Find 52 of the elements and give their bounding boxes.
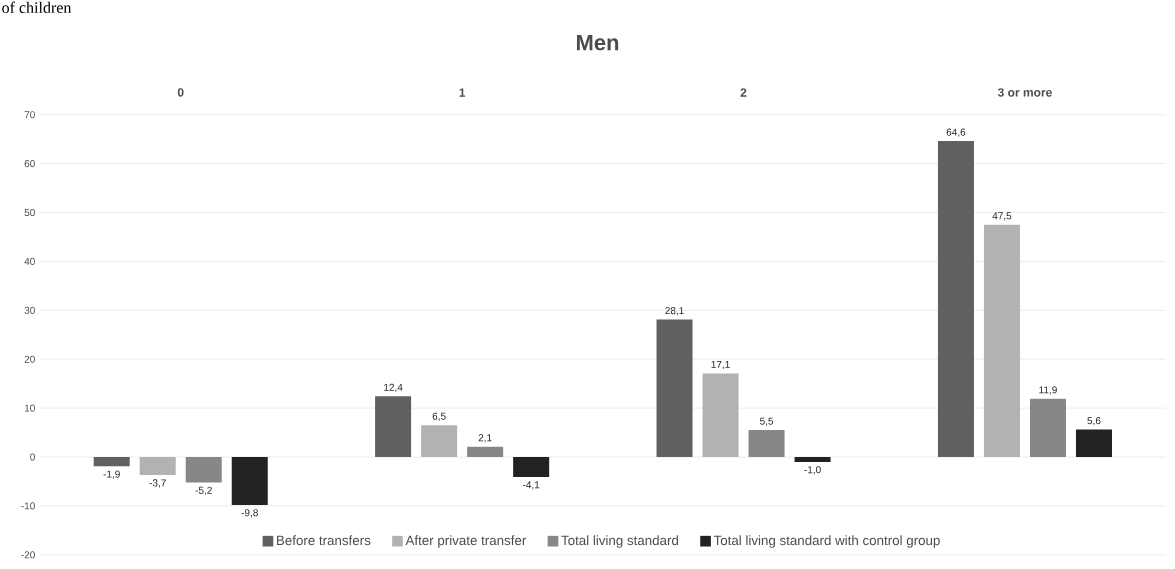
data-label: 5,6 (1087, 416, 1101, 426)
x-tick-label: 0 (177, 87, 184, 97)
x-tick-label: 2 (740, 88, 747, 97)
bar (185, 456, 222, 483)
data-label: 6,5 (432, 412, 446, 421)
text: of children (2, 1, 72, 13)
data-label: 12,4 (384, 383, 403, 392)
data-label: -9,8 (241, 508, 258, 518)
bar (702, 373, 739, 457)
data-label: 5,5 (760, 417, 774, 426)
bar (937, 140, 974, 457)
data-label: 11,9 (1039, 386, 1057, 395)
bar (375, 396, 412, 457)
data-label: 47,5 (992, 212, 1012, 221)
data-label: -4,1 (522, 481, 540, 490)
data-label: -1,0 (804, 465, 821, 475)
x-tick-label: 3 or more (997, 87, 1052, 97)
legend-label: Before transfers (277, 535, 371, 545)
bar (139, 456, 176, 475)
chart-title: Men (576, 34, 619, 51)
data-label: -5,2 (195, 486, 212, 495)
data-label: 28,1 (665, 306, 684, 316)
data-label: 64,6 (946, 128, 966, 137)
data-label: 17,1 (711, 360, 730, 369)
bar (656, 319, 693, 457)
data-label: -1,9 (103, 470, 120, 479)
y-tick-label: -20 (21, 551, 35, 559)
y-tick-label: 40 (24, 257, 35, 265)
bar (794, 456, 831, 462)
bar (748, 429, 785, 457)
y-tick-label: -10 (21, 502, 35, 510)
bar (513, 456, 550, 477)
data-label: -3,7 (149, 479, 166, 488)
legend-label: Total living standard with control group (713, 535, 940, 548)
bar (231, 456, 268, 505)
bar (1075, 429, 1112, 457)
legend-label: After private transfer (405, 535, 527, 548)
y-tick-label: 30 (24, 306, 35, 314)
y-tick-label: 20 (24, 355, 35, 363)
legend-label: Total living standard (561, 535, 678, 548)
y-tick-label: 10 (24, 404, 35, 412)
x-tick-label: 1 (459, 88, 466, 97)
data-label: 2,1 (478, 433, 492, 443)
bar (983, 224, 1020, 457)
bar (1029, 398, 1066, 457)
y-tick-label: 70 (24, 110, 35, 119)
y-tick-label: 0 (30, 453, 35, 461)
bar (467, 446, 504, 457)
y-tick-label: 60 (24, 159, 35, 167)
bar (93, 456, 130, 467)
bar (421, 424, 458, 457)
y-tick-label: 50 (24, 208, 35, 216)
